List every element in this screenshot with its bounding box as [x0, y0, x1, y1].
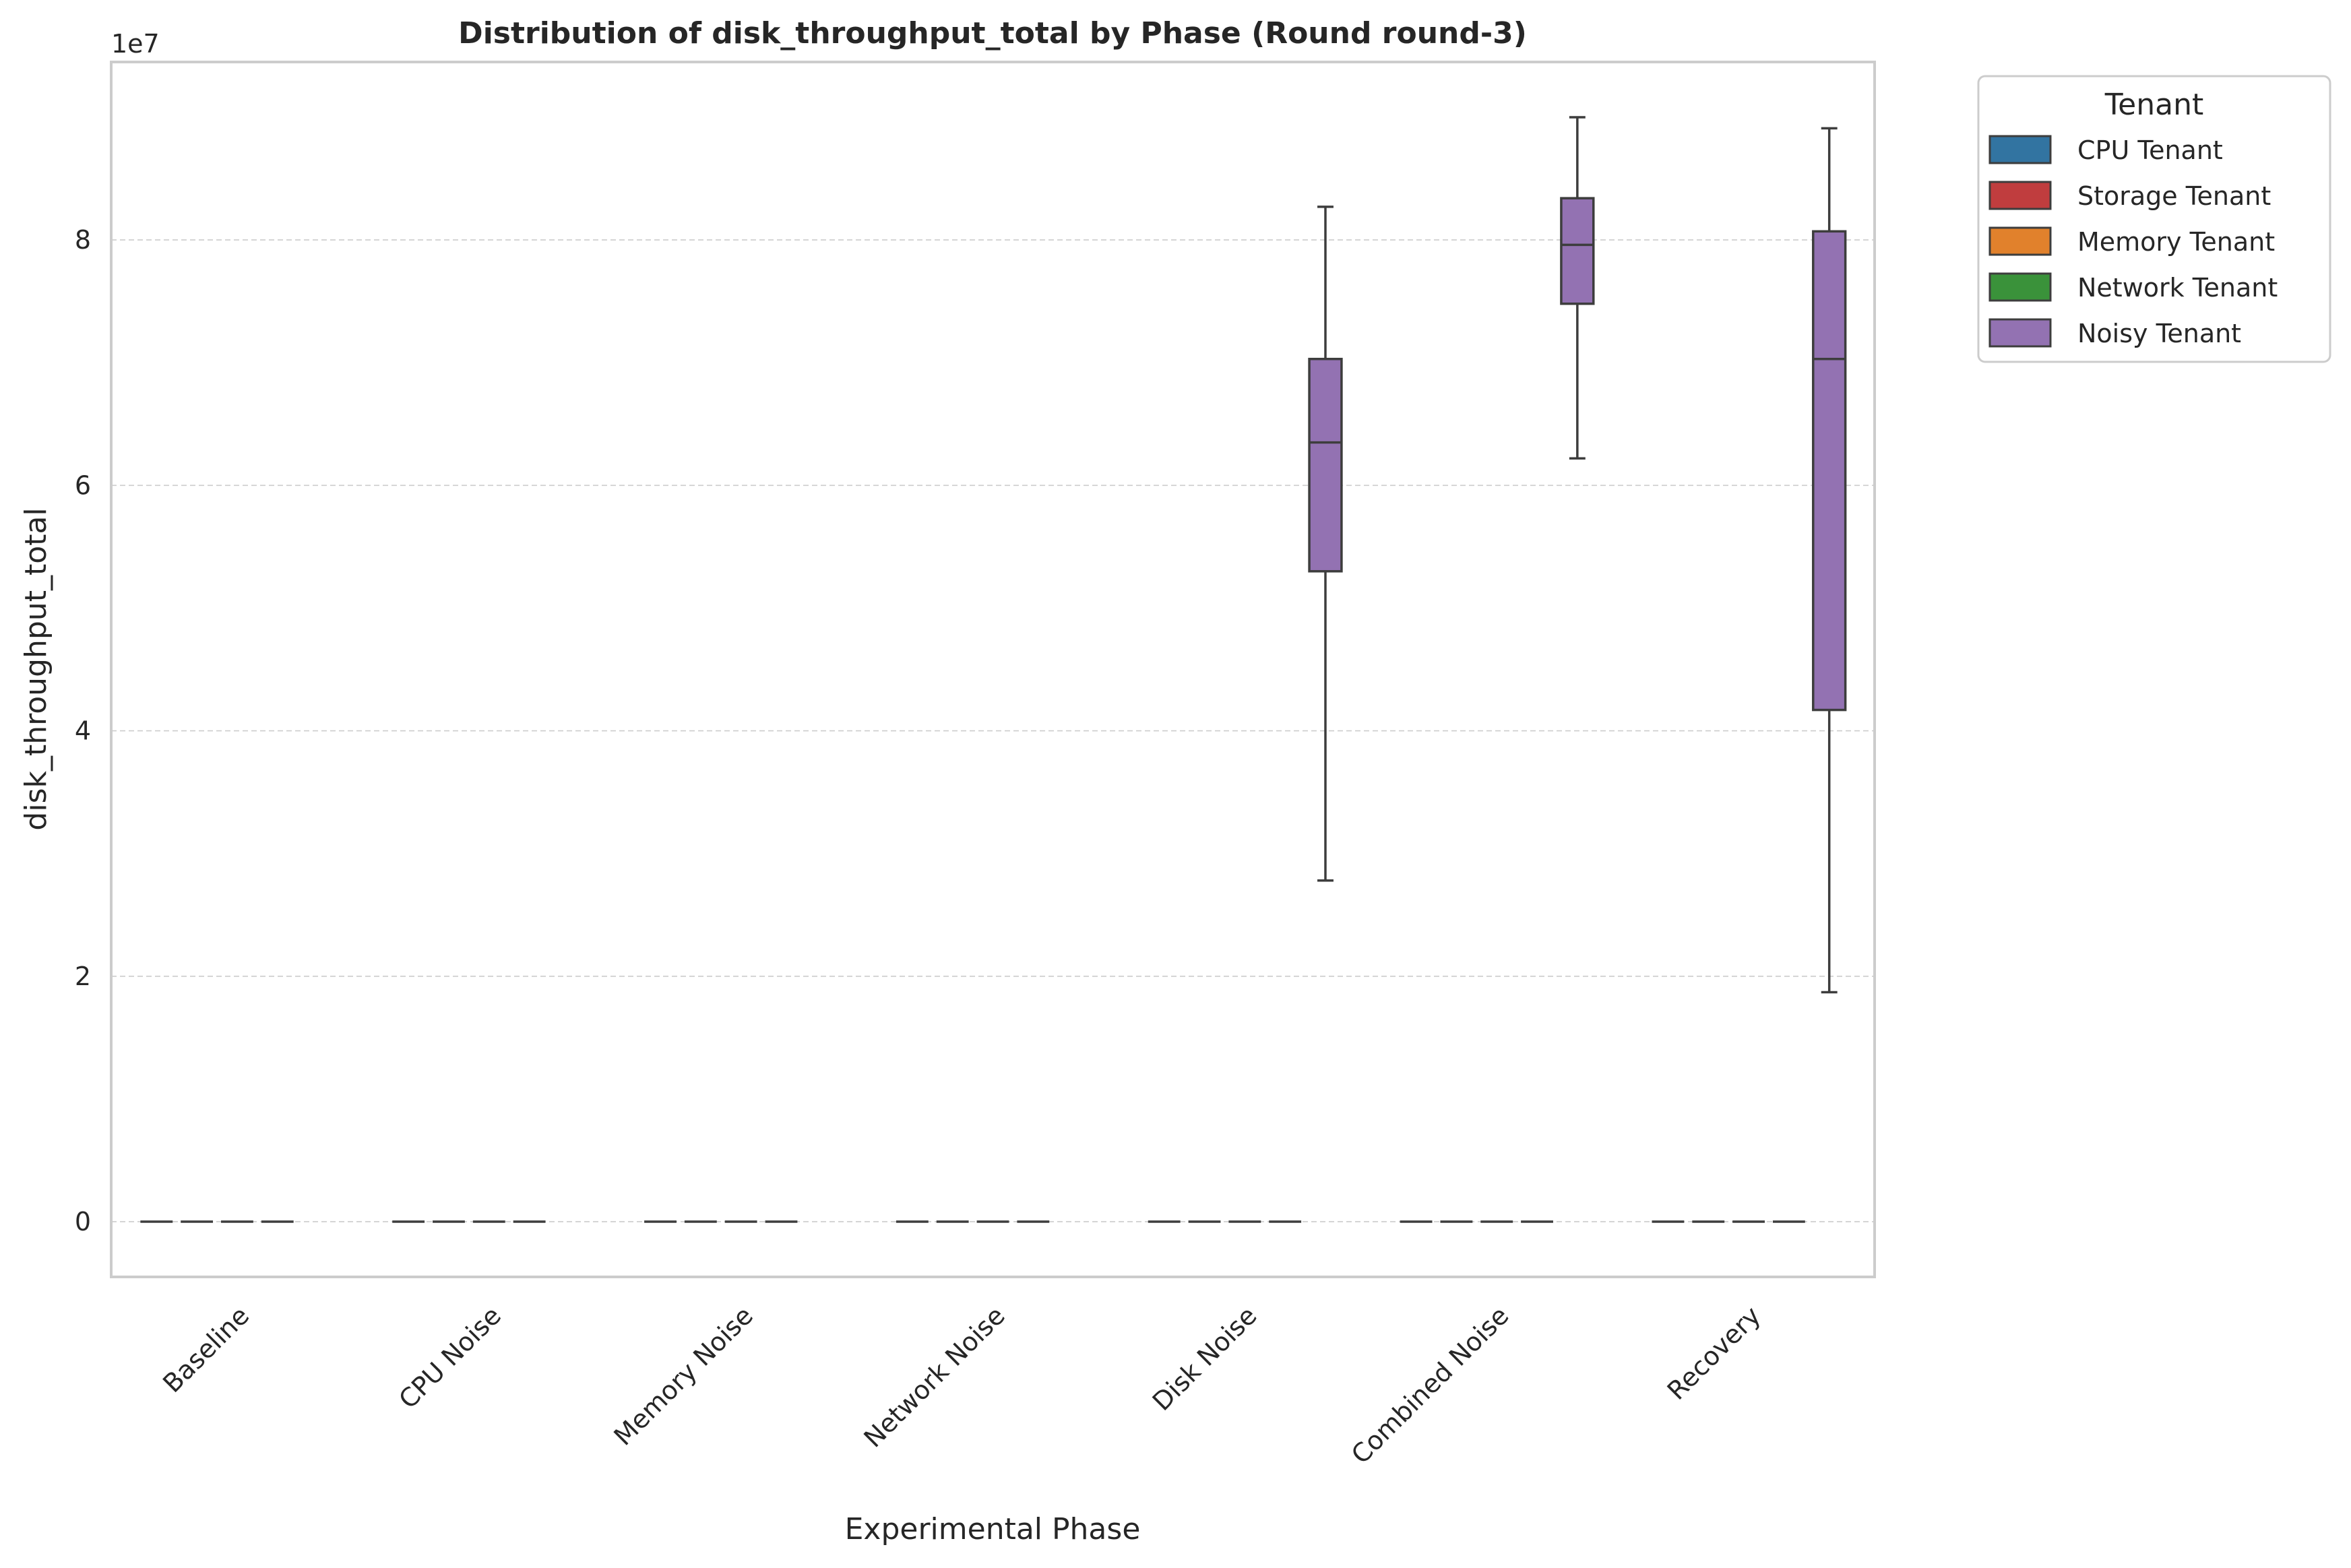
- legend-label: Storage Tenant: [2077, 181, 2271, 211]
- iqr-box: [1308, 357, 1343, 573]
- legend-swatch: [1988, 135, 2052, 164]
- box-plots: [140, 116, 1847, 1223]
- legend-label: Noisy Tenant: [2077, 319, 2241, 348]
- legend-title: Tenant: [2104, 88, 2203, 122]
- legend: Tenant CPU Tenant Storage Tenant Memory Te…: [1977, 75, 2331, 363]
- legend-label: Memory Tenant: [2077, 227, 2275, 257]
- box-noisy-tenant: [1812, 127, 1847, 994]
- y-tick-label: 8: [75, 225, 91, 255]
- box-noisy-tenant: [1308, 206, 1343, 882]
- x-axis-label: Experimental Phase: [845, 1512, 1141, 1546]
- legend-swatch: [1988, 272, 2052, 302]
- legend-label: Network Tenant: [2077, 273, 2278, 303]
- y-axis-label: disk_throughput_total: [19, 507, 53, 830]
- y-tick-label: 0: [75, 1207, 91, 1236]
- y-tick-label: 2: [75, 962, 91, 991]
- iqr-box: [1560, 197, 1595, 305]
- iqr-box: [1812, 230, 1847, 712]
- legend-swatch: [1988, 318, 2052, 348]
- y-tick-labels: 0 2 4 6 8: [75, 225, 91, 1236]
- box-noisy-tenant: [1560, 116, 1595, 460]
- plot-area-background: [111, 62, 1875, 1277]
- y-tick-label: 6: [75, 470, 91, 500]
- y-offset-label: 1e7: [111, 29, 160, 59]
- y-tick-label: 4: [75, 716, 91, 746]
- legend-label: CPU Tenant: [2077, 135, 2223, 165]
- chart-title: Distribution of disk_throughput_total by…: [458, 16, 1527, 51]
- legend-entries: CPU Tenant Storage Tenant Memory Tenant Net…: [1988, 135, 2278, 348]
- legend-frame: [1977, 75, 2331, 363]
- legend-swatch: [1988, 181, 2052, 210]
- legend-swatch: [1988, 226, 2052, 256]
- plot-frame: [110, 61, 1876, 1278]
